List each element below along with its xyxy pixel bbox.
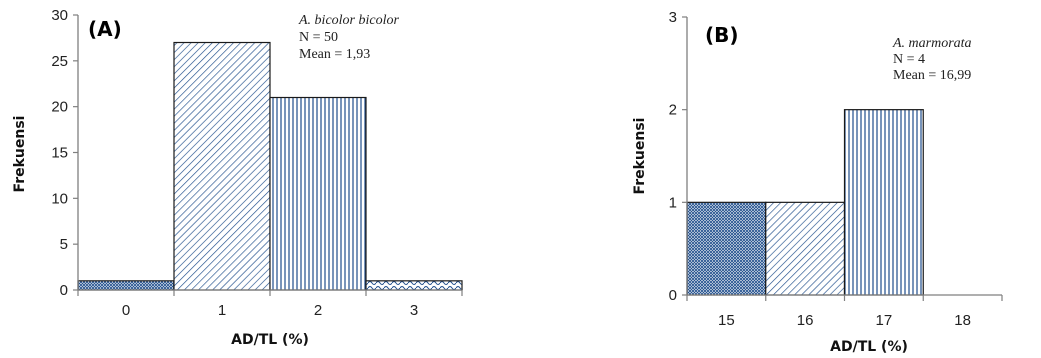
panel-b-x-tick-label: 15 — [718, 312, 735, 329]
panel-a-x-tick-label: 1 — [218, 302, 226, 319]
panel-b-n: N = 4 — [893, 52, 925, 67]
panel-a-axes: 0 5 10 15 20 25 30 0 1 2 3 — [51, 7, 463, 319]
panel-a-bars — [77, 41, 463, 291]
panel-a-label: (A) — [88, 17, 122, 41]
panel-a-y-tick-label: 25 — [51, 53, 68, 70]
panel-b-y-tick-label: 3 — [669, 9, 677, 26]
panel-a-x-tick-label: 2 — [314, 302, 322, 319]
panel-b-bar-16 — [765, 201, 846, 296]
panel-a-y-axis-title: Frekuensi — [12, 116, 28, 193]
panel-b-axes: 0 1 2 3 15 16 17 18 — [669, 9, 1003, 329]
panel-b-bar-15 — [686, 201, 767, 296]
panel-a-x-tick-label: 3 — [410, 302, 418, 319]
panel-a-y-tick-label: 5 — [60, 236, 68, 253]
panel-a-x-tick-label: 0 — [122, 302, 130, 319]
panel-a-y-tick-label: 0 — [60, 282, 68, 299]
panel-b-x-axis-title: AD/TL (%) — [830, 339, 908, 355]
panel-a-mean: Mean = 1,93 — [299, 47, 370, 62]
panel-a-y-tick-label: 15 — [51, 145, 68, 162]
panel-b-y-tick-label: 0 — [669, 287, 677, 304]
panel-a-bar-2 — [269, 96, 367, 291]
panel-b-label: (B) — [705, 23, 739, 47]
panel-b-x-tick-label: 17 — [876, 312, 893, 329]
panel-a-bar-0 — [77, 280, 175, 291]
panel-b-y-tick-label: 2 — [669, 102, 677, 119]
panel-a-y-tick-label: 20 — [51, 99, 68, 116]
panel-b-y-axis-title: Frekuensi — [632, 118, 648, 195]
panel-a-n: N = 50 — [299, 30, 338, 45]
panel-b-chart: (B) A. marmorata N = 4 Mean = 16,99 Frek… — [632, 9, 1003, 355]
panel-b-x-tick-label: 18 — [954, 312, 971, 329]
panel-a-bar-3 — [365, 280, 463, 291]
panel-a-y-tick-label: 30 — [51, 7, 68, 24]
panel-a-species: A. bicolor bicolor — [298, 13, 399, 28]
panel-b-bars — [686, 109, 924, 296]
panel-b-mean: Mean = 16,99 — [893, 68, 971, 83]
panel-a-chart: (A) A. bicolor bicolor N = 50 Mean = 1,9… — [12, 7, 463, 348]
panel-b-bar-17 — [843, 109, 924, 296]
panel-a-y-tick-label: 10 — [51, 190, 68, 207]
panel-a-x-axis-title: AD/TL (%) — [231, 332, 309, 348]
panel-a-bar-1 — [173, 41, 271, 291]
panel-b-species: A. marmorata — [892, 36, 972, 51]
panel-b-y-tick-label: 1 — [669, 194, 677, 211]
panel-b-x-tick-label: 16 — [797, 312, 814, 329]
